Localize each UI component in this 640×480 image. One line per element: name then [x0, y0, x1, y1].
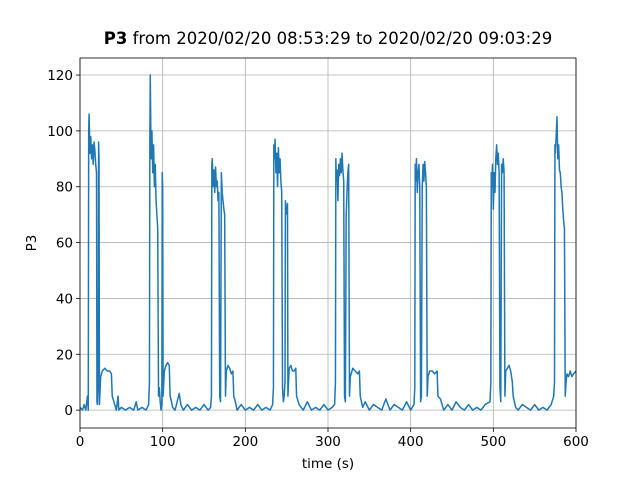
x-axis-label: time (s) [302, 456, 354, 472]
chart-title: P3 from 2020/02/20 08:53:29 to 2020/02/2… [104, 29, 552, 48]
title-bold: P3 [104, 29, 128, 48]
data-line [79, 74, 577, 411]
y-tick-label: 20 [56, 347, 73, 363]
title-rest: from 2020/02/20 08:53:29 to 2020/02/20 0… [133, 29, 553, 48]
y-tick-label: 0 [64, 403, 73, 419]
x-tick-label: 500 [480, 434, 506, 450]
x-tick-label: 0 [76, 434, 85, 450]
x-tick-label: 100 [150, 434, 176, 450]
x-tick-label: 200 [232, 434, 258, 450]
x-tick-label: 400 [398, 434, 424, 450]
y-tick-label: 60 [56, 236, 73, 252]
y-tick-label: 100 [47, 124, 73, 140]
y-tick-label: 120 [47, 68, 73, 84]
y-tick-label: 40 [56, 291, 73, 307]
x-tick-label: 600 [563, 434, 589, 450]
y-axis-label: P3 [24, 235, 40, 252]
y-tick-label: 80 [56, 180, 73, 196]
plot-frame [79, 57, 577, 429]
x-tick-label: 300 [315, 434, 341, 450]
